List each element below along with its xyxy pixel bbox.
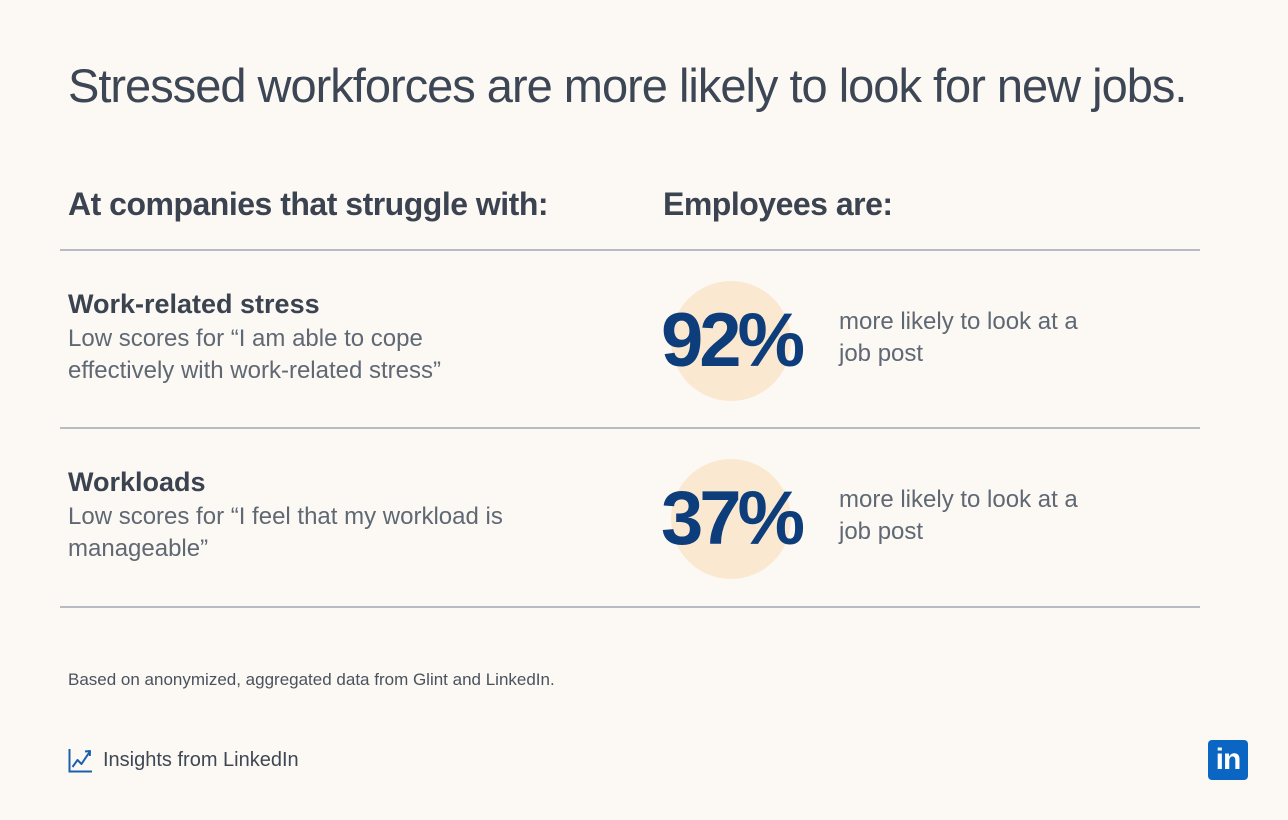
value-note: more likely to look at a job post [839,308,1078,367]
column-header-left: At companies that struggle with: [68,186,549,222]
value-circle [671,459,791,579]
source-note: Based on anonymized, aggregated data fro… [68,670,555,689]
brand-text: Insights from LinkedIn [103,748,299,771]
divider-top [60,249,1200,251]
divider-middle [60,427,1200,429]
line-chart-icon [68,748,93,773]
divider-bottom [60,606,1200,608]
table-row-workloads: Workloads Low scores for “I feel that my… [0,429,1288,605]
value-label: 92% [661,298,805,383]
value-circle [671,281,791,401]
row-title: Workloads [68,467,206,497]
value-note: more likely to look at a job post [839,486,1078,545]
row-description: Low scores for “I feel that my workload … [68,503,503,562]
row-description: Low scores for “I am able to cope effect… [68,325,442,384]
value-label: 37% [661,476,805,561]
linkedin-logo-icon: in [1208,740,1248,780]
table-row-work-stress: Work-related stress Low scores for “I am… [0,251,1288,427]
brand-insights: Insights from LinkedIn [68,746,299,774]
column-header-right: Employees are: [663,186,893,222]
row-title: Work-related stress [68,289,320,319]
page-title: Stressed workforces are more likely to l… [68,59,1187,112]
